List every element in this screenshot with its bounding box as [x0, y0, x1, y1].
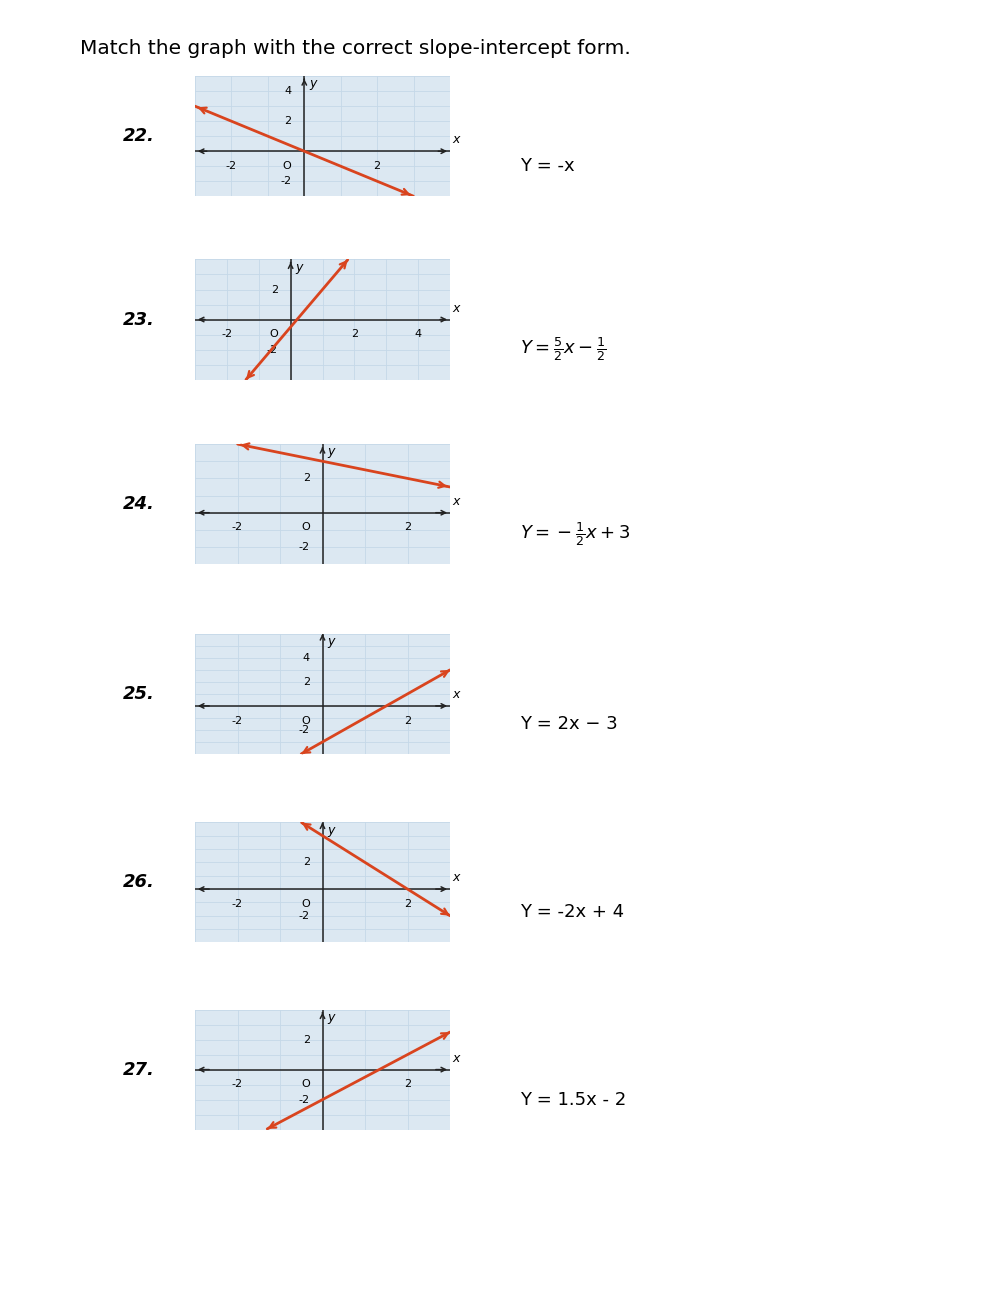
Text: 2: 2 — [404, 715, 411, 726]
Text: -2: -2 — [232, 899, 243, 909]
Text: $Y = \frac{5}{2}x - \frac{1}{2}$: $Y = \frac{5}{2}x - \frac{1}{2}$ — [520, 336, 606, 364]
Text: 4: 4 — [284, 86, 292, 96]
Text: 2: 2 — [404, 1079, 411, 1090]
Text: -2: -2 — [299, 1095, 310, 1105]
Text: x: x — [453, 1052, 460, 1065]
Text: O: O — [283, 161, 292, 170]
Text: 2: 2 — [284, 116, 292, 127]
Text: y: y — [309, 77, 317, 90]
Text: -2: -2 — [232, 1079, 243, 1090]
Text: O: O — [301, 523, 310, 532]
Text: -2: -2 — [267, 345, 278, 355]
Text: -2: -2 — [299, 542, 310, 553]
Text: Y = 2x − 3: Y = 2x − 3 — [520, 715, 618, 733]
Text: y: y — [328, 824, 335, 837]
Text: Y = -x: Y = -x — [520, 158, 575, 176]
Text: y: y — [328, 445, 335, 458]
Text: Y = -2x + 4: Y = -2x + 4 — [520, 904, 624, 922]
Text: $Y = -\frac{1}{2}x + 3$: $Y = -\frac{1}{2}x + 3$ — [520, 520, 630, 549]
Text: -2: -2 — [299, 910, 310, 920]
Text: x: x — [453, 688, 460, 701]
Text: y: y — [328, 1011, 335, 1024]
Text: y: y — [296, 261, 303, 274]
Text: 23.: 23. — [123, 311, 155, 328]
Text: y: y — [328, 635, 335, 648]
Text: 2: 2 — [303, 676, 310, 687]
Text: 2: 2 — [404, 523, 411, 532]
Text: 2: 2 — [374, 161, 381, 170]
Text: 25.: 25. — [123, 686, 155, 702]
Text: 2: 2 — [303, 1034, 310, 1044]
Text: 27.: 27. — [123, 1061, 155, 1078]
Text: 22.: 22. — [123, 128, 155, 145]
Text: x: x — [453, 302, 460, 315]
Text: -2: -2 — [221, 329, 232, 340]
Text: 2: 2 — [303, 857, 310, 868]
Text: 2: 2 — [404, 899, 411, 909]
Text: Match the graph with the correct slope-intercept form.: Match the graph with the correct slope-i… — [80, 39, 631, 58]
Text: Y = 1.5x - 2: Y = 1.5x - 2 — [520, 1091, 626, 1109]
Text: -2: -2 — [280, 177, 292, 186]
Text: 2: 2 — [303, 474, 310, 483]
Text: -2: -2 — [232, 523, 243, 532]
Text: O: O — [301, 715, 310, 726]
Text: x: x — [453, 133, 460, 146]
Text: 26.: 26. — [123, 874, 155, 891]
Text: O: O — [269, 329, 278, 340]
Text: O: O — [301, 1079, 310, 1090]
Text: 2: 2 — [271, 284, 278, 294]
Text: 2: 2 — [351, 329, 358, 340]
Text: x: x — [453, 494, 460, 507]
Text: 4: 4 — [303, 653, 310, 662]
Text: 4: 4 — [415, 329, 422, 340]
Text: O: O — [301, 899, 310, 909]
Text: -2: -2 — [226, 161, 237, 170]
Text: 24.: 24. — [123, 496, 155, 513]
Text: -2: -2 — [232, 715, 243, 726]
Text: -2: -2 — [299, 726, 310, 735]
Text: x: x — [453, 871, 460, 884]
